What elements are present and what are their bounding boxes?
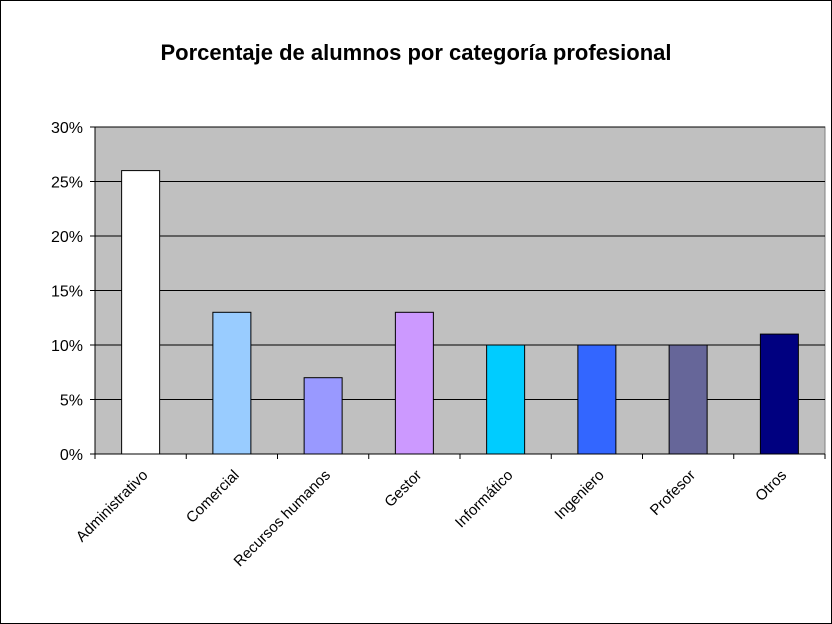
bar [577, 344, 617, 455]
bar [486, 344, 526, 455]
y-tick-label: 20% [51, 229, 83, 246]
y-tick-label: 25% [51, 175, 83, 192]
y-tick-label: 5% [60, 393, 83, 410]
bar [668, 344, 708, 455]
bar [759, 333, 799, 455]
bar [212, 311, 252, 455]
y-tick-label: 0% [60, 447, 83, 464]
chart-title: Porcentaje de alumnos por categoría prof… [160, 40, 671, 65]
bar [121, 170, 161, 455]
bar [394, 311, 434, 455]
y-tick-label: 30% [51, 120, 83, 137]
y-tick-label: 10% [51, 338, 83, 355]
bar [303, 377, 343, 455]
y-tick-label: 15% [51, 284, 83, 301]
